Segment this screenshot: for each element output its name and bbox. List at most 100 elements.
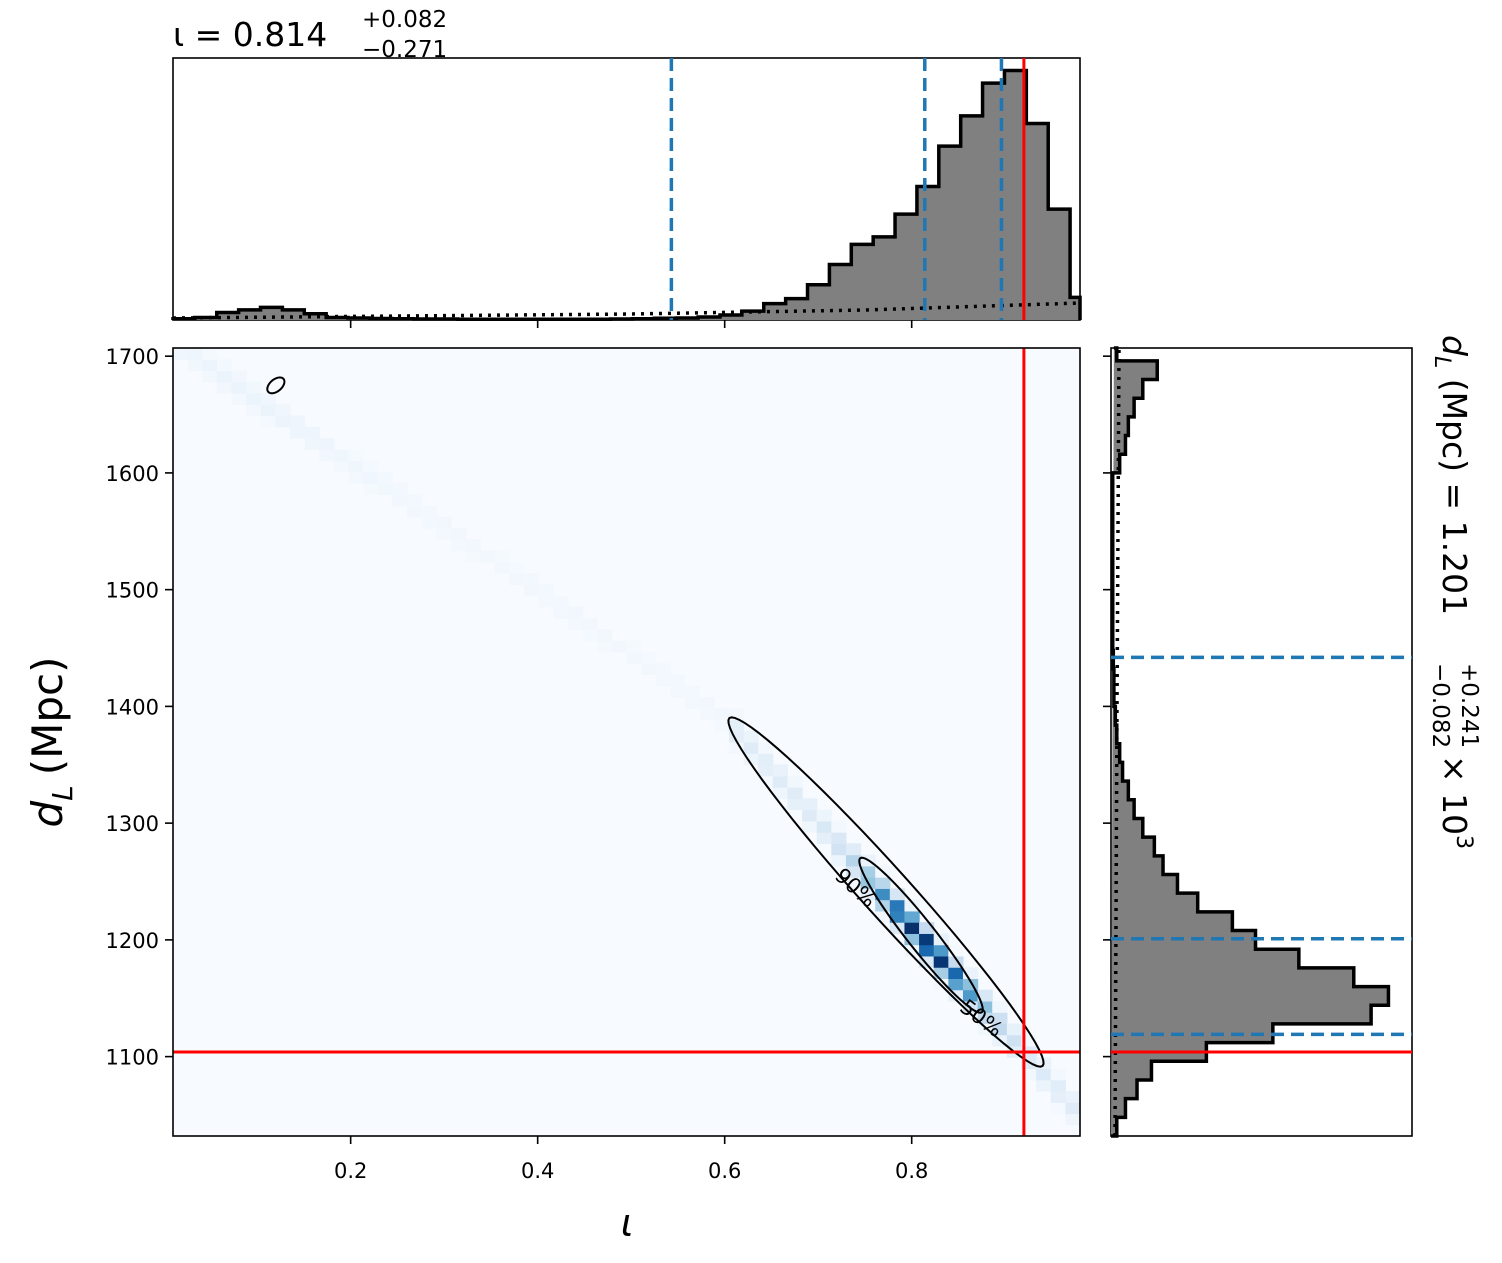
contour-island (266, 376, 286, 395)
density-cell (480, 550, 496, 563)
contour-90 (727, 716, 1045, 1068)
dl-marginal-ticks (1103, 355, 1111, 1058)
density-cell (582, 629, 598, 642)
iota-summary-upper: +0.082 (362, 7, 447, 33)
density-cell (509, 573, 525, 585)
density-cell (977, 1000, 993, 1013)
density-cell (977, 1023, 993, 1036)
density-cell (1036, 1079, 1052, 1092)
density-cell (275, 415, 291, 428)
density-cell (421, 505, 437, 518)
density-cell (772, 775, 789, 788)
density-cell (845, 877, 862, 889)
density-cell (494, 550, 511, 563)
density-cell (246, 381, 262, 394)
density-cell (275, 404, 291, 417)
joint-posterior-frame (172, 347, 1081, 1137)
density-cell (333, 449, 350, 462)
density-cell (538, 595, 554, 608)
density-cell (377, 483, 394, 495)
density-cell (216, 359, 233, 372)
density-cell (962, 978, 979, 991)
density-cell (1050, 1102, 1066, 1115)
posterior-density (173, 348, 1080, 1126)
density-cell (670, 674, 686, 687)
density-cell (1065, 1090, 1080, 1103)
density-cell (1050, 1090, 1066, 1103)
density-cell (714, 708, 730, 721)
y-tick-label: 1500 (106, 579, 159, 603)
density-cell (670, 685, 686, 698)
density-cell (977, 1012, 993, 1025)
density-cell (450, 528, 467, 540)
dl-summary-scale: × 103 (1435, 755, 1476, 849)
density-cell (728, 708, 745, 721)
density-cell (728, 730, 745, 743)
iota-marginal-panel (171, 57, 1082, 328)
density-cell (319, 449, 335, 462)
density-cell (1006, 1023, 1023, 1036)
density-cell (860, 865, 876, 878)
density-cell (685, 685, 701, 698)
x-tick-label: 0.2 (334, 1159, 367, 1183)
density-cell (772, 787, 789, 799)
iota-marginal-ticks (349, 320, 913, 328)
density-cell (187, 348, 203, 360)
density-cell (728, 719, 745, 732)
density-cell (304, 426, 320, 439)
density-cell (246, 404, 262, 417)
density-cell (216, 370, 233, 383)
density-cell (933, 955, 949, 968)
y-tick-label: 1600 (106, 462, 159, 486)
dl-summary-upper: +0.241 (1456, 663, 1482, 748)
iota-summary-title: ι = 0.814 (173, 15, 327, 54)
density-cell (582, 618, 598, 631)
density-cell (977, 989, 993, 1002)
density-cell (992, 1012, 1008, 1025)
density-cell (758, 775, 774, 788)
density-cell (597, 640, 613, 653)
density-cell (889, 910, 906, 923)
x-axis-ticks: 0.2 0.4 0.6 0.8 (334, 1136, 928, 1183)
density-cell (816, 832, 832, 844)
density-cell (1006, 1034, 1023, 1047)
density-cell (860, 888, 876, 901)
density-cell (173, 348, 189, 360)
density-cell (319, 438, 335, 450)
density-cell (948, 978, 964, 991)
density-cell (524, 584, 540, 597)
density-cell (699, 696, 715, 709)
density-cell (363, 483, 379, 495)
x-tick-label: 0.6 (708, 1159, 741, 1183)
density-cell (260, 404, 277, 417)
y-axis-label-sub: L (46, 785, 79, 801)
density-cell (772, 764, 789, 777)
density-cell (758, 742, 774, 754)
x-axis-label: ι (621, 1201, 634, 1245)
density-cell (407, 505, 423, 518)
density-cell (524, 573, 540, 585)
density-cell (611, 640, 628, 653)
density-cell (421, 516, 437, 529)
density-cell (962, 967, 979, 979)
density-cell (787, 787, 803, 799)
density-cell (875, 910, 891, 923)
density-cell (889, 899, 906, 912)
y-tick-label: 1100 (106, 1046, 159, 1070)
iota-histogram (171, 68, 1082, 321)
density-cell (816, 820, 832, 833)
density-cell (260, 415, 277, 428)
y-tick-label: 1200 (106, 929, 159, 953)
density-cell (743, 753, 759, 766)
density-cell (992, 1023, 1008, 1036)
joint-posterior-background (173, 348, 1080, 1136)
density-cell (655, 663, 671, 676)
density-cell (787, 798, 803, 811)
density-cell (933, 967, 949, 979)
density-cell (363, 471, 379, 484)
density-cell (597, 629, 613, 642)
density-cell (641, 651, 657, 664)
density-cell (377, 471, 394, 484)
iota-quantile-lines (669, 58, 1004, 320)
